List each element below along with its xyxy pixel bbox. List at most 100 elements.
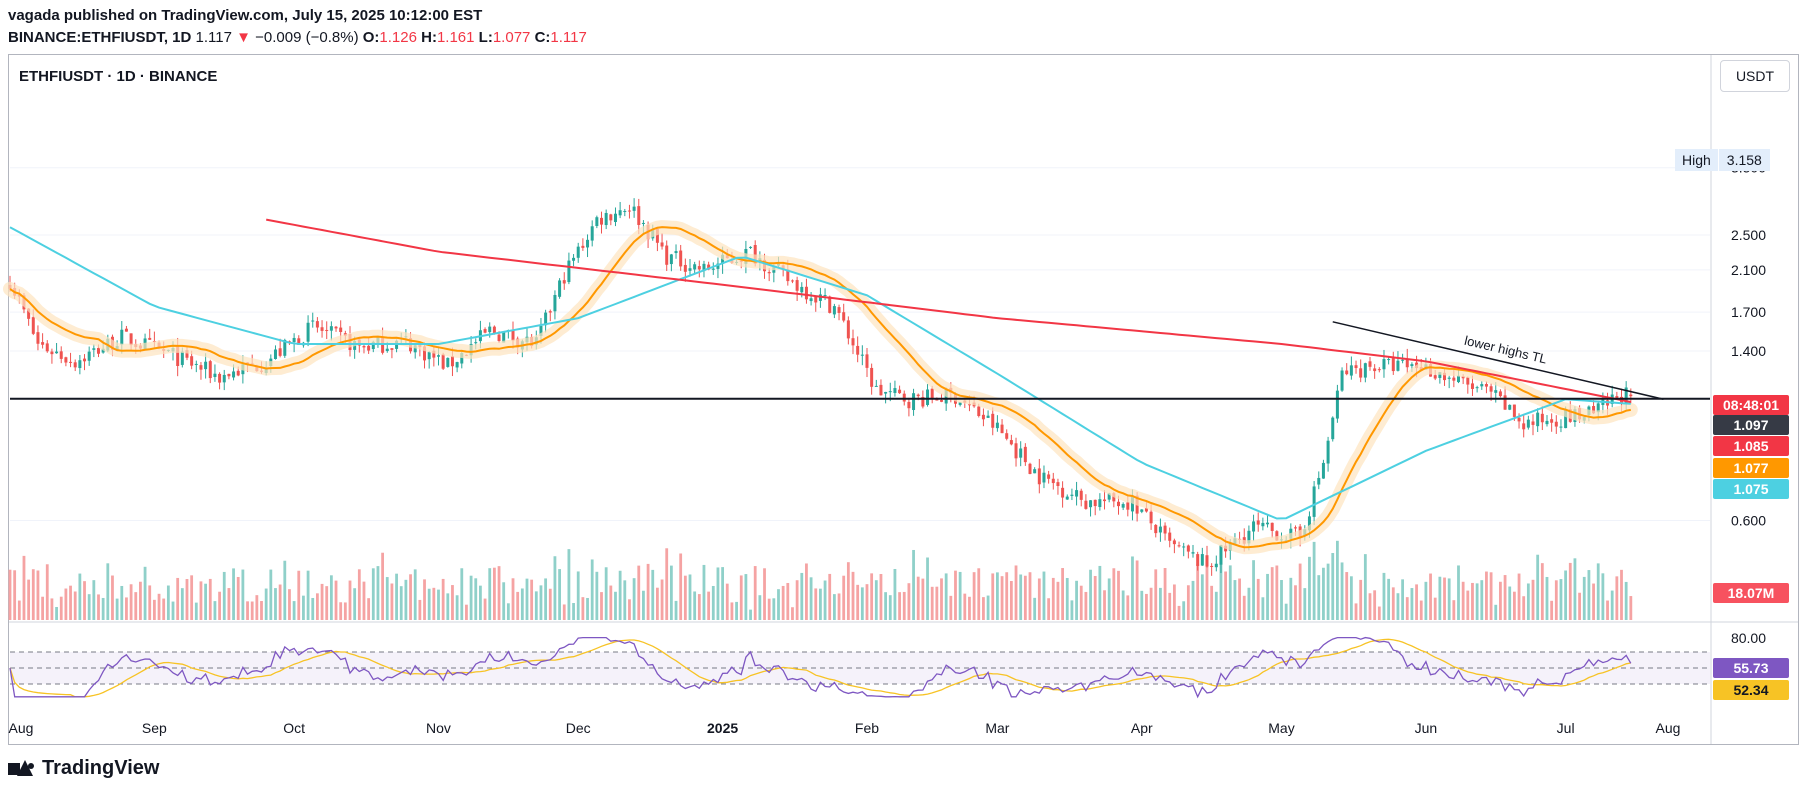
volume-bar bbox=[1098, 565, 1102, 620]
volume-bar bbox=[767, 598, 771, 620]
candle-body bbox=[1405, 358, 1409, 368]
volume-bar bbox=[134, 592, 138, 620]
volume-bar bbox=[1177, 605, 1181, 620]
tradingview-footer[interactable]: TradingView bbox=[8, 757, 159, 780]
volume-bar bbox=[274, 588, 277, 620]
volume-bar bbox=[1196, 564, 1200, 620]
volume-bar bbox=[814, 588, 818, 620]
ma50-price-tag: 1.075 bbox=[1713, 479, 1789, 499]
candle-body bbox=[981, 414, 985, 420]
candle-body bbox=[967, 404, 971, 406]
volume-bar bbox=[1391, 587, 1395, 620]
candle-body bbox=[1158, 526, 1162, 533]
volume-bar bbox=[1578, 592, 1581, 620]
candle-body bbox=[870, 367, 874, 387]
candle-body bbox=[804, 286, 808, 300]
chart-frame[interactable] bbox=[8, 54, 1799, 745]
volume-bar bbox=[1433, 597, 1437, 620]
volume-bar bbox=[1480, 580, 1484, 620]
volume-bar bbox=[385, 577, 389, 620]
candle-body bbox=[385, 348, 389, 352]
candle-body bbox=[1126, 502, 1130, 510]
volume-bar bbox=[1266, 573, 1269, 620]
candle-body bbox=[767, 272, 771, 274]
candle-body bbox=[1489, 386, 1493, 392]
candle-body bbox=[427, 352, 431, 360]
candle-body bbox=[548, 311, 552, 313]
volume-bar bbox=[805, 563, 808, 620]
volume-bar bbox=[83, 581, 86, 620]
volume-bar bbox=[1242, 595, 1246, 620]
open-label: O: bbox=[362, 29, 380, 46]
volume-bar bbox=[451, 585, 454, 620]
volume-bar bbox=[1382, 572, 1386, 620]
volume-bar bbox=[1019, 574, 1023, 620]
candle-body bbox=[828, 296, 832, 313]
volume-bar bbox=[1387, 578, 1391, 620]
volume-bar bbox=[1499, 581, 1502, 620]
candle-body bbox=[600, 217, 604, 225]
candle-body bbox=[31, 317, 35, 334]
candle-body bbox=[1103, 499, 1107, 502]
volume-bar bbox=[362, 581, 366, 620]
volume-bar bbox=[1163, 568, 1167, 620]
volume-bar bbox=[55, 606, 58, 620]
volume-bar bbox=[492, 567, 496, 620]
volume-bar bbox=[92, 580, 96, 620]
candle-body bbox=[544, 312, 548, 326]
volume-bar bbox=[1526, 583, 1530, 620]
ma20-price-tag: 1.077 bbox=[1713, 458, 1789, 478]
volume-bar bbox=[777, 589, 780, 620]
volume-bar bbox=[381, 552, 385, 620]
volume-bar bbox=[320, 583, 324, 620]
candle-body bbox=[59, 351, 63, 359]
volume-bar bbox=[986, 595, 990, 620]
candle-body bbox=[823, 294, 827, 296]
candle-body bbox=[1466, 377, 1470, 385]
candle-body bbox=[888, 391, 892, 393]
candle-body bbox=[1205, 555, 1209, 567]
volume-bar bbox=[870, 573, 874, 620]
candle-body bbox=[1200, 554, 1204, 566]
volume-bar bbox=[604, 567, 608, 620]
currency-selector[interactable]: USDT bbox=[1720, 60, 1790, 92]
volume-bar bbox=[190, 575, 194, 620]
candle-body bbox=[1009, 440, 1013, 445]
volume-bar bbox=[1485, 571, 1488, 620]
time-axis-tick-label: Nov bbox=[426, 720, 451, 736]
volume-bar bbox=[1471, 582, 1474, 620]
candle-body bbox=[69, 361, 73, 363]
volume-bar bbox=[1424, 581, 1428, 620]
volume-bar bbox=[180, 588, 184, 620]
volume-bar bbox=[902, 591, 906, 620]
volume-bar bbox=[949, 595, 953, 620]
volume-bar bbox=[1214, 591, 1218, 620]
volume-bar bbox=[1298, 563, 1302, 620]
candle-body bbox=[1163, 525, 1167, 534]
volume-bar bbox=[1284, 603, 1288, 620]
volume-bar bbox=[586, 597, 589, 620]
candle-body bbox=[1312, 486, 1316, 517]
candle-body bbox=[539, 325, 543, 336]
volume-bar bbox=[1452, 600, 1456, 620]
time-axis-tick-label: Sep bbox=[142, 720, 167, 736]
candle-body bbox=[460, 353, 464, 364]
volume-bar bbox=[1294, 585, 1297, 620]
volume-bar bbox=[1554, 580, 1558, 620]
time-axis-tick-label: Mar bbox=[985, 720, 1009, 736]
volume-bar bbox=[1447, 578, 1451, 620]
volume-bar bbox=[618, 570, 622, 620]
volume-bar bbox=[516, 591, 520, 620]
volume-bar bbox=[302, 595, 305, 620]
candle-body bbox=[1522, 423, 1526, 430]
candle-body bbox=[1373, 368, 1377, 372]
volume-bar bbox=[1564, 570, 1568, 620]
volume-bar bbox=[50, 598, 54, 620]
volume-bar bbox=[1200, 574, 1204, 620]
volume-bar bbox=[730, 602, 734, 620]
volume-bar bbox=[1610, 590, 1614, 620]
candle-body bbox=[334, 326, 338, 329]
volume-bar bbox=[1023, 575, 1027, 620]
volume-bar bbox=[311, 597, 315, 620]
